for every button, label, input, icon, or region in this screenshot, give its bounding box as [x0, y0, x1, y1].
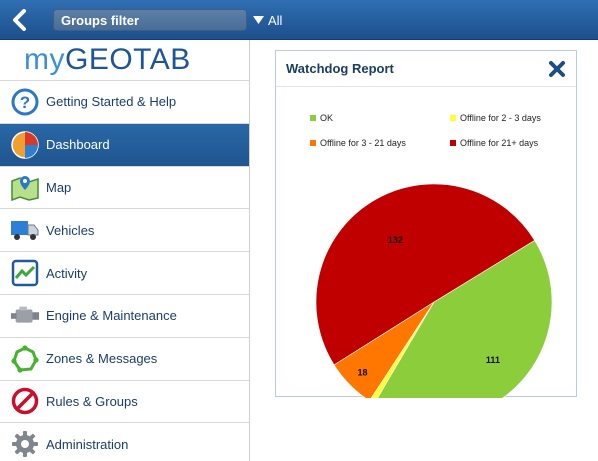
sidebar-item-label: Zones & Messages — [46, 351, 158, 367]
sidebar: my GEOTAB ? Getting Started & Help Dashbo… — [0, 40, 250, 461]
logo-geotab-text: GEOTAB — [65, 43, 191, 76]
sidebar-item-vehicles[interactable]: Vehicles — [0, 208, 249, 252]
sidebar-item-label: Getting Started & Help — [46, 94, 177, 110]
sidebar-item-label: Rules & Groups — [46, 393, 138, 409]
watchdog-pie-chart: 111218132 — [315, 183, 553, 398]
pie-slice-value-label: 111 — [486, 355, 500, 365]
sidebar-item-label: Dashboard — [46, 137, 110, 153]
legend-item-offline-21-plus: Offline for 21+ days — [450, 138, 538, 148]
activity-icon — [10, 258, 40, 288]
prohibited-icon — [10, 386, 40, 416]
top-bar: Groups filter All — [0, 0, 598, 40]
report-title: Watchdog Report — [286, 61, 394, 76]
sidebar-item-label: Map — [46, 179, 72, 195]
legend-label: OK — [320, 113, 334, 123]
back-button[interactable] — [0, 0, 40, 40]
groups-filter-label: Groups filter — [61, 13, 140, 28]
groups-filter-dropdown[interactable]: All — [253, 11, 282, 29]
watchdog-report-panel: Watchdog Report OK Offline for 2 - 3 day… — [275, 50, 577, 398]
gear-icon — [10, 429, 40, 459]
close-icon[interactable] — [548, 60, 566, 78]
pie-slice[interactable] — [315, 183, 536, 366]
truck-icon — [10, 215, 40, 245]
report-header: Watchdog Report — [276, 51, 576, 87]
pie-slice-value-label: 132 — [388, 235, 403, 245]
pie-chart-icon — [10, 130, 40, 160]
legend-label: Offline for 3 - 21 days — [320, 138, 406, 148]
engine-icon — [10, 301, 40, 331]
help-icon: ? — [10, 87, 40, 117]
sidebar-item-label: Engine & Maintenance — [46, 308, 177, 324]
pie-slice[interactable] — [374, 239, 553, 398]
legend-item-ok: OK — [310, 113, 333, 123]
sidebar-item-label: Administration — [46, 436, 129, 452]
pie-slice-value-label: 18 — [357, 367, 367, 377]
sidebar-item-administration[interactable]: Administration — [0, 422, 249, 461]
sidebar-item-map[interactable]: Map — [0, 165, 249, 209]
legend-item-offline-2-3: Offline for 2 - 3 days — [450, 113, 541, 123]
sidebar-item-engine-maintenance[interactable]: Engine & Maintenance — [0, 293, 249, 337]
groups-filter-input[interactable]: Groups filter — [53, 9, 247, 31]
triangle-down-icon — [253, 16, 264, 24]
sidebar-item-dashboard[interactable]: Dashboard — [0, 122, 249, 166]
sidebar-item-getting-started[interactable]: ? Getting Started & Help — [0, 80, 249, 123]
logo-my-text: my — [24, 43, 65, 76]
legend-swatch — [450, 115, 456, 121]
legend-label: Offline for 21+ days — [460, 138, 539, 148]
sidebar-item-label: Activity — [46, 265, 88, 281]
sidebar-item-zones-messages[interactable]: Zones & Messages — [0, 336, 249, 380]
chevron-left-icon — [13, 9, 26, 31]
sidebar-item-activity[interactable]: Activity — [0, 251, 249, 294]
svg-text:?: ? — [20, 93, 30, 112]
sidebar-item-label: Vehicles — [46, 222, 95, 238]
mygeotab-logo[interactable]: my GEOTAB — [0, 40, 249, 80]
legend-item-offline-3-21: Offline for 3 - 21 days — [310, 138, 406, 148]
legend-swatch — [310, 140, 316, 146]
legend-label: Offline for 2 - 3 days — [460, 113, 541, 123]
sidebar-item-rules-groups[interactable]: Rules & Groups — [0, 379, 249, 423]
legend-swatch — [310, 115, 316, 121]
groups-filter-value: All — [268, 12, 283, 28]
legend-swatch — [450, 140, 456, 146]
map-icon — [10, 172, 40, 202]
zone-icon — [10, 344, 40, 374]
